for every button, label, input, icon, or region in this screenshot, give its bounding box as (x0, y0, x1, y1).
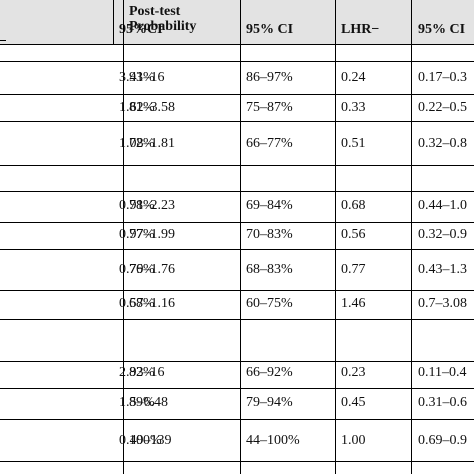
header-95ci-2: 95% CI (246, 22, 294, 37)
header-95ci-3: 95% CI (418, 22, 466, 37)
post-test-cell: 100% (129, 433, 162, 448)
lhr-cell: 0.56 (341, 227, 366, 242)
lhr-cell: 0.68 (341, 198, 366, 213)
row-rule (0, 121, 474, 122)
ci2-cell: 70–83% (246, 227, 293, 242)
row-rule (0, 249, 474, 250)
ci-cell: 1.62–3.58 (119, 100, 175, 115)
post-test-cell: 81% (129, 100, 155, 115)
row-rule (0, 361, 474, 362)
row-rule (0, 388, 474, 389)
post-test-cell: 76% (129, 262, 155, 277)
ci2-cell: 66–77% (246, 136, 293, 151)
ci-cell: 0.57–1.16 (119, 296, 175, 311)
lhr-cell: 0.45 (341, 395, 366, 410)
lhr-cell: 1.00 (341, 433, 366, 448)
header-post-test-line2: Probability (129, 19, 197, 34)
row-rule (0, 290, 474, 291)
post-test-cell: 68% (129, 296, 155, 311)
header-95ci-1: 95%CI (119, 22, 163, 37)
ci3-cell: 0.43–1.3 (418, 262, 467, 277)
row-rule (0, 222, 474, 223)
ci2-cell: 69–84% (246, 198, 293, 213)
lhr-cell: 0.24 (341, 70, 366, 85)
column-divider (113, 0, 114, 44)
ci-cell: 0.49–139 (119, 433, 172, 448)
header-post-test-probability: Post-test Probability (129, 4, 196, 34)
ci3-cell: 0.32–0.8 (418, 136, 467, 151)
row-rule (0, 419, 474, 420)
row-rule (0, 94, 474, 95)
header-lhr-minus: LHR− (341, 22, 380, 37)
ci3-cell: 0.7–3.08 (418, 296, 467, 311)
ci3-cell: 0.22–0.5 (418, 100, 467, 115)
post-test-cell: 78% (129, 198, 155, 213)
ci3-cell: 0.31–0.6 (418, 395, 467, 410)
ci2-cell: 79–94% (246, 395, 293, 410)
ci3-cell: 0.17–0.3 (418, 70, 467, 85)
ci-cell: 0.91–2.23 (119, 198, 175, 213)
lhr-cell: 0.77 (341, 262, 366, 277)
column-divider (123, 0, 124, 474)
ci2-cell: 44–100% (246, 433, 300, 448)
ci-cell: 2.93–16 (119, 365, 165, 380)
lhr-cell: 0.51 (341, 136, 366, 151)
row-rule (0, 461, 474, 462)
post-test-cell: 77% (129, 227, 155, 242)
header-post-test-line1: Post-test (129, 4, 181, 19)
ci2-cell: 86–97% (246, 70, 293, 85)
ci-cell: 1.08–1.81 (119, 136, 175, 151)
row-rule (0, 61, 474, 62)
ci2-cell: 68–83% (246, 262, 293, 277)
ci-cell: 1.5–6.48 (119, 395, 168, 410)
row-rule (0, 191, 474, 192)
ci3-cell: 0.69–0.9 (418, 433, 467, 448)
ci3-cell: 0.11–0.4 (418, 365, 467, 380)
ci3-cell: 0.44–1.0 (418, 198, 467, 213)
ci-cell: 0.97–1.99 (119, 227, 175, 242)
post-test-cell: 93% (129, 70, 155, 85)
ci-cell: 3.41–16 (119, 70, 165, 85)
post-test-cell: 89% (129, 395, 155, 410)
row-rule (0, 165, 474, 166)
column-divider (335, 0, 336, 474)
ci3-cell: 0.32–0.9 (418, 227, 467, 242)
ci2-cell: 66–92% (246, 365, 293, 380)
lhr-cell: 1.46 (341, 296, 366, 311)
lhr-cell: 0.33 (341, 100, 366, 115)
column-divider (411, 0, 412, 474)
column-divider (240, 0, 241, 474)
header-rule (0, 44, 474, 45)
row-tick (0, 40, 6, 41)
table-header (0, 0, 474, 44)
ci2-cell: 75–87% (246, 100, 293, 115)
ci2-cell: 60–75% (246, 296, 293, 311)
row-rule (0, 319, 474, 320)
post-test-cell: 82% (129, 365, 155, 380)
lhr-cell: 0.23 (341, 365, 366, 380)
post-test-cell: 72% (129, 136, 155, 151)
ci-cell: 0.79–1.76 (119, 262, 175, 277)
